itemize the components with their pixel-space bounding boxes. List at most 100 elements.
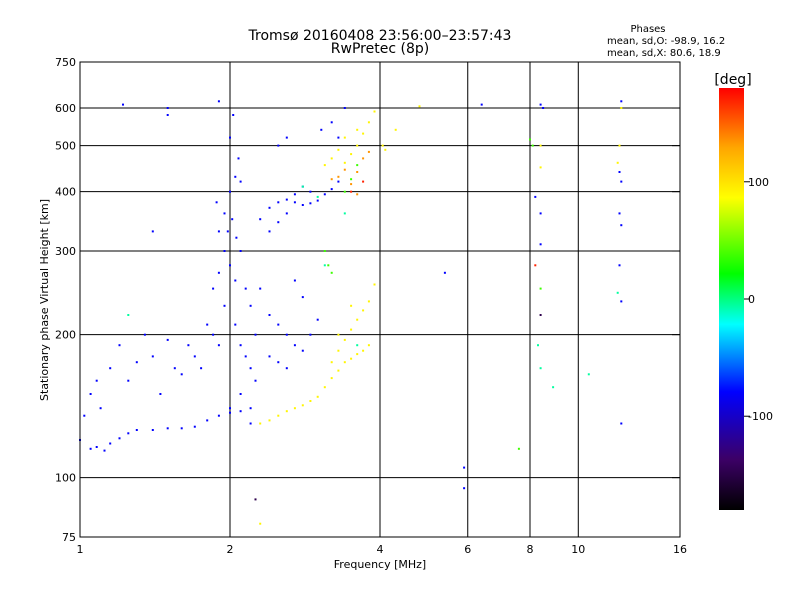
data-point: [343, 338, 346, 341]
y-tick-label: 750: [55, 56, 76, 69]
y-axis-ticks: 75 100 200 300 400 500 600 750: [55, 56, 680, 544]
data-point: [268, 206, 271, 209]
data-point: [337, 148, 340, 151]
data-point: [217, 230, 220, 233]
x-tick-label: 2: [227, 543, 234, 556]
data-point: [159, 393, 162, 395]
data-point: [309, 333, 312, 336]
data-point: [362, 132, 365, 135]
data-point: [249, 304, 252, 307]
data-point: [215, 201, 218, 204]
data-point: [316, 395, 319, 398]
data-point: [529, 138, 531, 141]
data-point: [239, 250, 242, 252]
data-point: [330, 361, 333, 364]
data-point: [103, 449, 106, 452]
data-point: [343, 136, 346, 139]
data-point: [99, 407, 102, 410]
data-point: [254, 333, 257, 336]
data-point: [187, 344, 190, 347]
data-point: [323, 193, 326, 196]
data-point: [330, 157, 333, 160]
colorbar-tick-label: 100: [748, 176, 769, 189]
stats-line-x: mean, sd,X: 80.6, 18.9: [607, 48, 721, 59]
data-point: [394, 128, 397, 131]
data-point: [229, 411, 231, 414]
y-tick-label: 500: [55, 140, 76, 153]
data-point: [367, 121, 370, 124]
data-point: [285, 410, 288, 413]
data-point: [343, 168, 346, 171]
data-point: [381, 144, 384, 147]
data-point: [293, 201, 296, 204]
data-point: [539, 103, 542, 106]
data-point: [234, 279, 237, 282]
data-point: [616, 291, 619, 294]
data-point: [229, 136, 231, 139]
data-point: [217, 100, 220, 103]
data-point: [173, 367, 176, 370]
data-point: [356, 344, 359, 347]
data-point: [239, 344, 242, 347]
data-point: [367, 344, 370, 347]
data-point: [234, 323, 237, 326]
data-point: [539, 314, 542, 316]
y-axis-label: Stationary phase Virtual Height [km]: [38, 199, 51, 401]
data-point: [118, 344, 121, 347]
data-point: [95, 379, 98, 382]
data-point: [309, 202, 312, 205]
data-point: [259, 422, 262, 425]
x-tick-label: 8: [527, 543, 534, 556]
data-point: [206, 323, 209, 326]
data-point: [180, 427, 183, 430]
data-point: [620, 107, 623, 109]
data-point: [166, 114, 169, 116]
data-point: [367, 300, 370, 303]
data-point: [373, 283, 376, 286]
data-point: [316, 199, 319, 202]
y-tick-label: 75: [62, 531, 76, 544]
data-point: [301, 349, 304, 352]
x-tick-label: 16: [673, 543, 687, 556]
data-point: [127, 379, 130, 382]
data-point: [109, 367, 112, 370]
data-point: [534, 195, 537, 198]
data-point: [539, 367, 542, 370]
colorbar-tick-label: -100: [748, 410, 773, 423]
data-point: [259, 218, 262, 221]
data-point: [350, 183, 353, 186]
data-point: [552, 386, 555, 389]
data-point: [356, 193, 359, 196]
data-point: [620, 100, 623, 103]
grid-lines: [80, 62, 680, 537]
data-point: [229, 407, 231, 410]
data-point: [277, 221, 280, 224]
data-point: [343, 361, 346, 364]
data-point: [89, 447, 92, 450]
chart-title: Tromsø 20160408 23:56:00–23:57:43: [248, 28, 512, 44]
data-point: [343, 161, 346, 164]
data-point: [206, 419, 209, 422]
y-tick-label: 400: [55, 186, 76, 199]
data-point: [268, 230, 271, 233]
data-point: [200, 367, 203, 370]
data-point: [244, 287, 247, 290]
data-point: [277, 414, 280, 417]
x-tick-label: 4: [377, 543, 384, 556]
x-tick-label: 1: [77, 543, 84, 556]
data-point: [327, 264, 330, 267]
data-point: [237, 157, 240, 160]
data-point: [373, 110, 376, 113]
data-point: [337, 180, 340, 183]
data-point: [193, 425, 196, 428]
data-point: [83, 414, 86, 417]
data-point: [285, 367, 288, 370]
data-point: [212, 333, 215, 336]
data-point: [285, 136, 288, 139]
data-point: [539, 166, 542, 169]
data-point: [330, 377, 333, 380]
data-point: [330, 188, 333, 191]
data-point: [127, 314, 130, 316]
data-point: [343, 107, 346, 109]
